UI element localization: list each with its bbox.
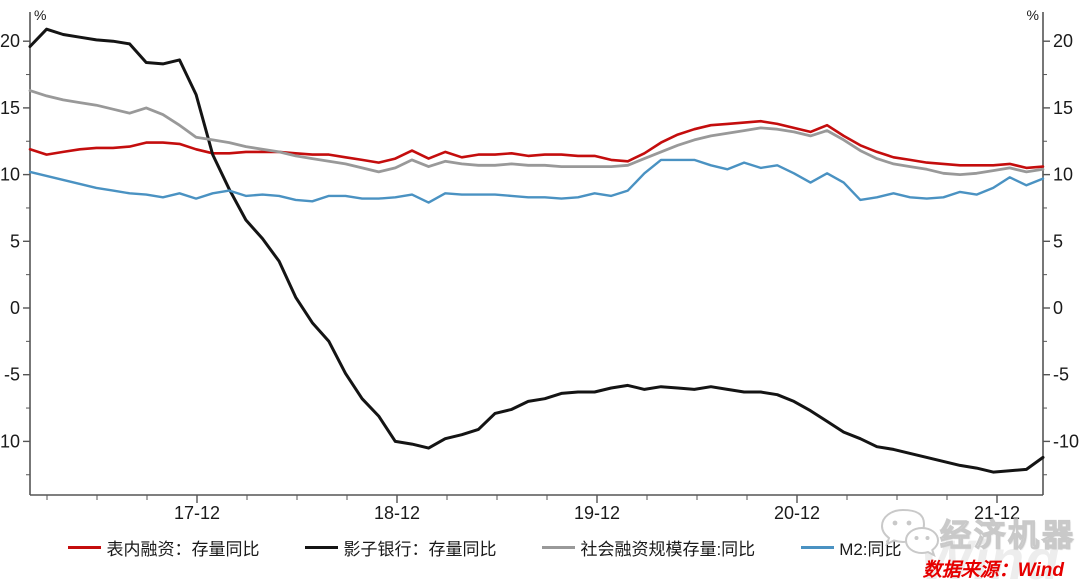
y-tick-label-left: 15 <box>0 98 20 118</box>
y-tick-label-right: -5 <box>1053 365 1069 385</box>
legend-item-biaonei: 表内融资：存量同比 <box>68 535 259 560</box>
legend-item-sherong: 社会融资规模存量:同比 <box>542 535 755 560</box>
series-line-表内融资：存量同比 <box>28 119 1045 170</box>
brand-watermark-text: 经济机器 <box>939 517 1076 553</box>
y-tick-label-right: 5 <box>1053 231 1063 251</box>
gray-line-marker <box>542 545 576 549</box>
y-tick-label-right: -10 <box>1053 431 1079 451</box>
x-tick-label: 17-12 <box>174 503 220 523</box>
y-tick-label-left: 10 <box>0 165 20 185</box>
x-tick-label: 18-12 <box>374 503 420 523</box>
red-line-marker <box>68 545 102 549</box>
series-line-M2:同比 <box>28 158 1045 204</box>
legend-label: 表内融资：存量同比 <box>106 539 260 559</box>
y-axis-unit-right: % <box>1027 7 1039 23</box>
series-line-社会融资规模存量:同比 <box>28 89 1045 177</box>
y-tick-label-right: 10 <box>1053 165 1073 185</box>
legend-label: 影子银行：存量同比 <box>343 539 497 559</box>
y-tick-label-left: 0 <box>10 298 20 318</box>
y-axis-unit-left: % <box>34 7 46 23</box>
y-tick-label-right: 15 <box>1053 98 1073 118</box>
brand-watermark: 经济机器 <box>878 506 1076 558</box>
y-tick-label-right: 0 <box>1053 298 1063 318</box>
y-tick-label-left: -10 <box>0 431 20 451</box>
wind-background-watermark: Wind <box>920 528 1061 584</box>
y-tick-label-left: 20 <box>0 31 20 51</box>
chart-legend: 表内融资：存量同比 影子银行：存量同比 社会融资规模存量:同比 M2:同比 <box>0 533 970 561</box>
series-line-影子银行：存量同比 <box>28 27 1045 474</box>
y-tick-label-left: -5 <box>4 365 20 385</box>
y-tick-label-right: 20 <box>1053 31 1073 51</box>
wechat-icon <box>880 508 940 558</box>
x-tick-label: 19-12 <box>574 503 620 523</box>
y-tick-label-left: 5 <box>10 231 20 251</box>
x-tick-label: 20-12 <box>774 503 820 523</box>
legend-item-yingzi: 影子银行：存量同比 <box>305 535 496 560</box>
data-source-note: 数据来源：Wind <box>922 560 1064 581</box>
blue-line-marker <box>801 545 835 549</box>
black-line-marker <box>305 545 339 549</box>
x-tick-label: 21-12 <box>974 503 1020 523</box>
legend-label: 社会融资规模存量:同比 <box>580 539 756 559</box>
